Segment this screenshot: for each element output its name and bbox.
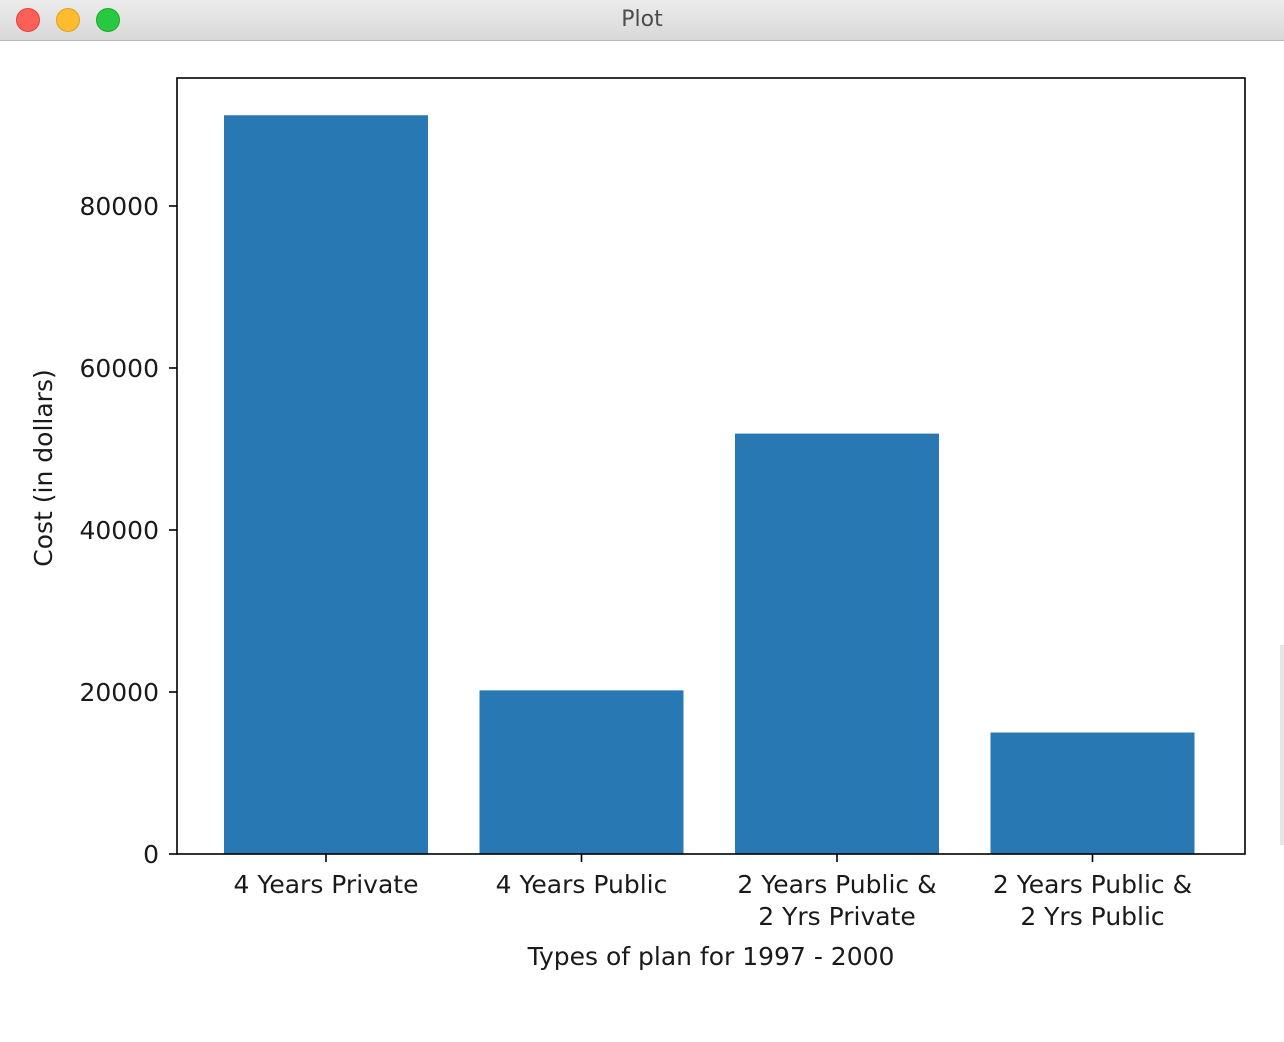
y-tick-label: 80000 (79, 192, 159, 221)
x-tick-label: 2 Years Public & (993, 870, 1192, 899)
x-tick-label: 2 Yrs Public (1020, 902, 1164, 931)
window-titlebar: Plot (0, 0, 1284, 41)
y-tick-label: 0 (143, 840, 159, 869)
x-tick-label: 2 Years Public & (737, 870, 936, 899)
bar (990, 732, 1195, 854)
bar (479, 690, 684, 854)
plot-canvas: 0 20000 40000 60000 80000 4 Years Private 4 Ye… (0, 41, 1284, 1038)
y-tick-label: 40000 (79, 516, 159, 545)
bar (224, 115, 428, 854)
x-tick-label: 2 Yrs Private (758, 902, 916, 931)
y-axis-label: Cost (in dollars) (29, 369, 58, 566)
maximize-window-button[interactable] (96, 8, 120, 32)
y-tick-label: 20000 (79, 678, 159, 707)
window-edge-strip (1280, 645, 1284, 845)
close-window-button[interactable] (16, 8, 40, 32)
x-axis-label: Types of plan for 1997 - 2000 (527, 942, 895, 971)
window-title: Plot (621, 7, 663, 32)
bar-chart: 0 20000 40000 60000 80000 4 Years Private 4 Ye… (29, 77, 1246, 971)
x-tick-label: 4 Years Public (496, 870, 668, 899)
y-tick-label: 60000 (79, 354, 159, 383)
x-tick-label: 4 Years Private (234, 870, 419, 899)
bar (735, 433, 939, 854)
minimize-window-button[interactable] (56, 8, 80, 32)
plot-frame (176, 77, 1246, 855)
